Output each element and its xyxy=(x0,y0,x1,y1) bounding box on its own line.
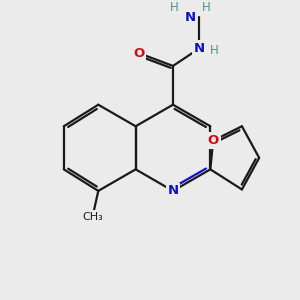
Text: CH₃: CH₃ xyxy=(82,212,103,222)
Text: N: N xyxy=(185,11,196,24)
Text: O: O xyxy=(208,134,219,147)
Text: H: H xyxy=(210,44,219,57)
Text: N: N xyxy=(167,184,178,197)
Text: H: H xyxy=(202,1,210,13)
Text: O: O xyxy=(133,46,144,59)
Text: N: N xyxy=(193,42,204,55)
Text: H: H xyxy=(170,1,179,13)
